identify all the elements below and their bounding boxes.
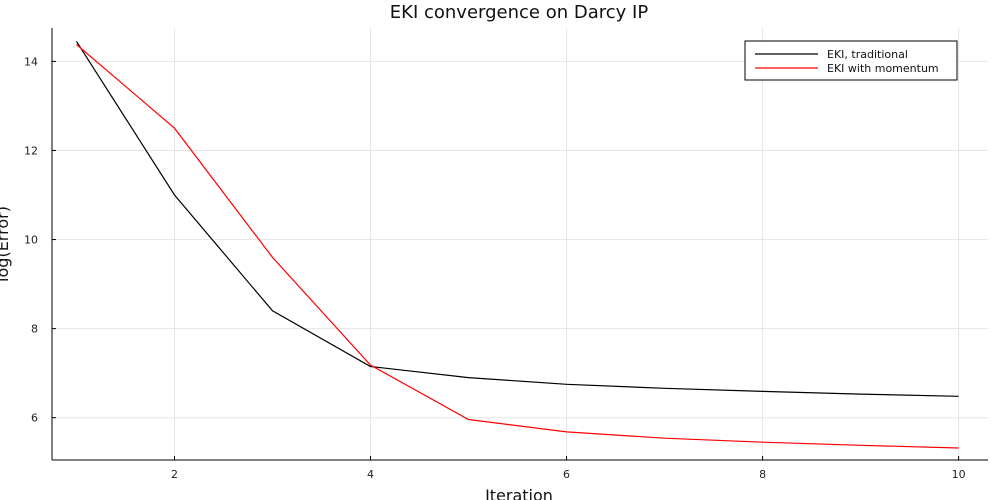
series-line-traditional bbox=[75, 41, 959, 397]
y-tick-label: 6 bbox=[31, 412, 38, 425]
y-axis-title: log(Error) bbox=[0, 206, 12, 282]
y-tick-label: 8 bbox=[31, 323, 38, 336]
series-line-momentum bbox=[76, 44, 959, 449]
x-tick-label: 6 bbox=[563, 468, 570, 481]
y-tick-label: 10 bbox=[24, 234, 38, 247]
x-tick-label: 4 bbox=[367, 468, 374, 481]
y-tick-label: 12 bbox=[24, 144, 38, 157]
x-axis-title: Iteration bbox=[485, 486, 553, 500]
x-tick-label: 8 bbox=[759, 468, 766, 481]
series-group bbox=[75, 41, 959, 449]
legend-label: EKI with momentum bbox=[827, 62, 939, 75]
legend-label: EKI, traditional bbox=[827, 48, 908, 61]
x-tick-label: 10 bbox=[952, 468, 966, 481]
grid bbox=[52, 28, 988, 460]
y-tick-label: 14 bbox=[24, 55, 38, 68]
x-tick-label: 2 bbox=[171, 468, 178, 481]
y-ticks: 6 8 10 12 14 bbox=[24, 55, 56, 425]
legend-box bbox=[744, 40, 958, 81]
axes bbox=[51, 28, 988, 461]
x-ticks: 2 4 6 8 10 bbox=[171, 456, 966, 481]
chart-title: EKI convergence on Darcy IP bbox=[390, 2, 649, 23]
